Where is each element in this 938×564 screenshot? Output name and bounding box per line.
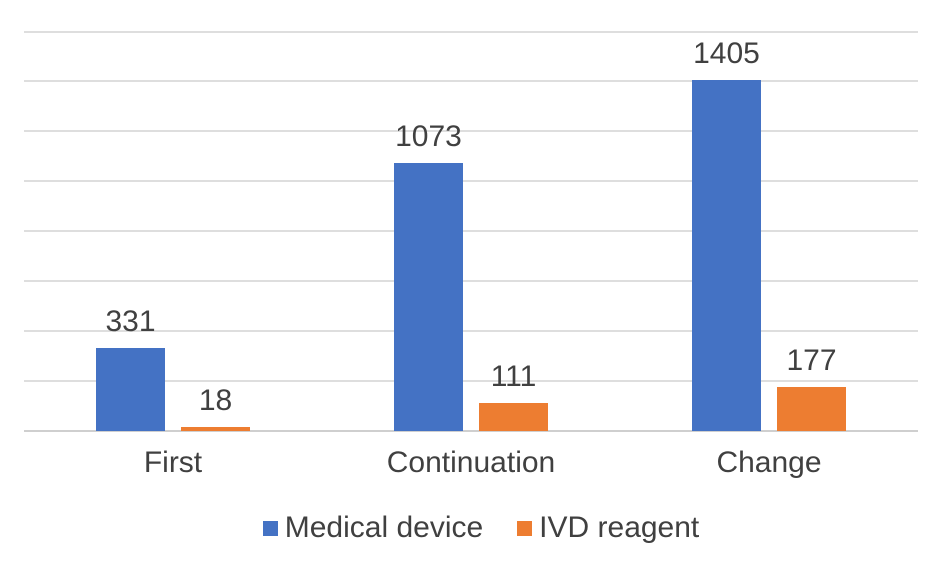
gridline <box>24 280 918 283</box>
bar-ivd-reagent-change <box>777 386 846 431</box>
gridline <box>24 180 918 183</box>
data-label: 1073 <box>395 120 462 154</box>
legend-item-medical-device: Medical device <box>262 511 484 544</box>
x-axis-label-first: First <box>143 446 203 479</box>
legend-label: Medical device <box>284 511 484 544</box>
gridline <box>24 80 918 83</box>
data-label: 331 <box>105 305 156 339</box>
bar-medical-device-continuation <box>394 163 463 431</box>
x-axis-label-continuation: Continuation <box>386 446 556 479</box>
data-label: 111 <box>490 360 537 394</box>
bar-ivd-reagent-first <box>181 426 250 431</box>
legend-label: IVD reagent <box>539 511 700 544</box>
gridline <box>24 30 918 33</box>
data-label: 1405 <box>693 37 760 71</box>
bar-medical-device-first <box>96 348 165 431</box>
gridline <box>24 330 918 333</box>
gridline <box>24 130 918 133</box>
gridline <box>24 230 918 233</box>
legend-swatch-icon <box>262 520 278 536</box>
bar-ivd-reagent-continuation <box>479 403 548 431</box>
legend: Medical device IVD reagent <box>24 513 938 543</box>
data-label: 18 <box>198 383 233 417</box>
legend-item-ivd-reagent: IVD reagent <box>517 513 699 543</box>
bar-medical-device-change <box>692 80 761 431</box>
legend-swatch-icon <box>517 520 533 536</box>
data-label: 177 <box>786 343 837 377</box>
x-axis-label-change: Change <box>716 446 822 479</box>
